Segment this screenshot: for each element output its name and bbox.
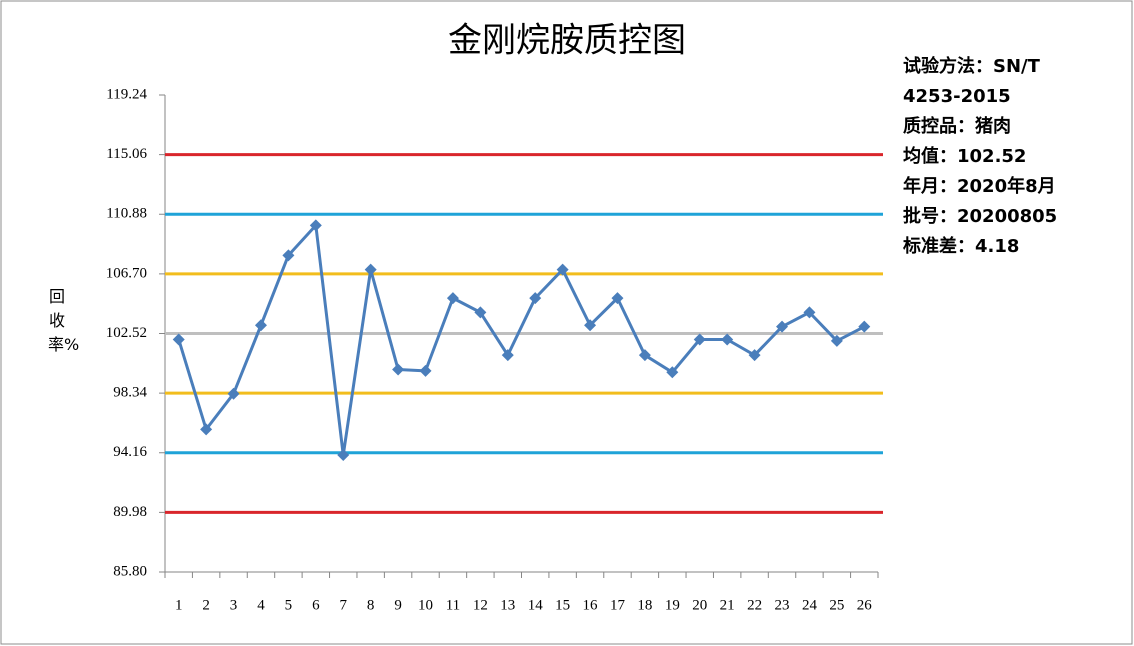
point (611, 292, 624, 305)
x-tick-label: 3 (230, 597, 238, 613)
x-tick-label: 5 (285, 597, 293, 613)
x-tick-label: 7 (340, 597, 348, 613)
point (776, 320, 789, 333)
note: 试验方法：SN/T 4253-2015 (903, 56, 1040, 107)
point (227, 387, 240, 400)
x-tick-label: 9 (394, 597, 402, 613)
notes: 试验方法：SN/T 4253-2015 质控品：猪肉 均值：102.52 年月：202… (903, 52, 1083, 262)
chart-title: 金刚烷胺质控图 (448, 21, 686, 61)
x-tick-label: 8 (367, 597, 375, 613)
point (830, 334, 843, 347)
note: 均值：102.52 (903, 146, 1027, 167)
x-tick-label: 17 (610, 597, 626, 613)
point (392, 363, 405, 376)
x-tick-label: 2 (202, 597, 210, 613)
point (693, 333, 706, 346)
x-tick-label: 25 (829, 597, 844, 613)
point (666, 366, 679, 379)
y-tick-label: 98.34 (113, 385, 147, 401)
x-tick-label: 18 (637, 597, 652, 613)
x-tick-label: 12 (473, 597, 488, 613)
point (364, 263, 377, 276)
point (474, 306, 487, 319)
y-tick-label: 85.80 (113, 563, 147, 579)
point (282, 249, 295, 262)
note: 批号：20200805 (903, 206, 1058, 227)
point (172, 333, 185, 346)
x-tick-label: 22 (747, 597, 762, 613)
x-tick-label: 21 (720, 597, 735, 613)
x-tick-label: 13 (500, 597, 515, 613)
x-tick-label: 24 (802, 597, 818, 613)
y-tick-label: 102.52 (106, 325, 147, 341)
x-tick-label: 19 (665, 597, 680, 613)
point (337, 449, 350, 462)
x-tick-label: 15 (555, 597, 570, 613)
point (419, 364, 432, 377)
point (309, 219, 322, 232)
y-tick-label: 119.24 (106, 86, 147, 102)
point (556, 263, 569, 276)
x-tick-label: 4 (257, 597, 265, 613)
note: 质控品：猪肉 (903, 116, 1011, 137)
point (254, 319, 267, 332)
y-tick-label: 110.88 (106, 206, 147, 222)
point (529, 292, 542, 305)
point (721, 333, 734, 346)
note: 年月：2020年8月 (903, 176, 1056, 197)
point (858, 320, 871, 333)
point (446, 292, 459, 305)
point (638, 349, 651, 362)
x-tick-label: 14 (528, 597, 544, 613)
x-tick-label: 11 (446, 597, 460, 613)
series-line (177, 223, 865, 457)
point (748, 349, 761, 362)
y-tick-label: 106.70 (106, 265, 147, 281)
x-tick-label: 6 (312, 597, 320, 613)
point (584, 319, 597, 332)
x-tick-label: 16 (583, 597, 599, 613)
point (501, 349, 514, 362)
y-axis-label: 回收率% (48, 287, 80, 354)
y-tick-label: 115.06 (106, 146, 147, 162)
x-tick-label: 1 (175, 597, 183, 613)
x-tick-label: 20 (692, 597, 707, 613)
x-tick-label: 10 (418, 597, 433, 613)
x-tick-label: 26 (857, 597, 873, 613)
note: 标准差：4.18 (903, 236, 1020, 257)
y-tick-label: 94.16 (113, 444, 147, 460)
x-tick-label: 23 (775, 597, 790, 613)
point (200, 423, 213, 436)
point (803, 306, 816, 319)
y-tick-label: 89.98 (113, 504, 147, 520)
